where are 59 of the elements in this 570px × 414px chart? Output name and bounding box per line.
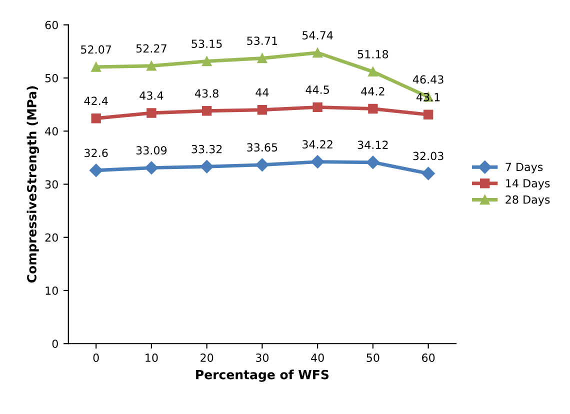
point xyxy=(256,158,269,172)
point xyxy=(368,66,378,77)
point xyxy=(202,106,212,116)
y-tick-label: 40 xyxy=(45,127,58,136)
x-tick-label: 30 xyxy=(256,354,269,362)
y-tick-label: 60 xyxy=(45,20,58,30)
point xyxy=(422,166,435,180)
y-tick-label: 10 xyxy=(46,286,58,295)
x-tick-label: 0 xyxy=(93,354,99,362)
legend-label: 28 Days xyxy=(506,195,550,206)
y-tick-label: 20 xyxy=(45,233,58,242)
point xyxy=(312,48,322,58)
data-label: 51.18 xyxy=(358,50,388,58)
point xyxy=(91,113,101,124)
point xyxy=(91,62,101,72)
data-label: 33.09 xyxy=(136,146,167,155)
data-label: 43.4 xyxy=(140,91,164,100)
data-label: 44 xyxy=(256,88,269,96)
x-tick-label: 60 xyxy=(422,354,435,362)
point xyxy=(146,61,156,71)
point xyxy=(423,110,434,120)
y-tick-label: 0 xyxy=(52,340,58,348)
data-label: 52.27 xyxy=(136,44,166,53)
data-label: 43.8 xyxy=(195,89,218,98)
point xyxy=(202,56,212,66)
x-axis-title: Percentage of WFS xyxy=(196,370,329,382)
data-label: 46.43 xyxy=(412,75,444,84)
y-tick-label: 30 xyxy=(45,180,58,189)
data-label: 53.71 xyxy=(247,36,278,45)
data-label: 33.65 xyxy=(247,143,278,152)
point xyxy=(257,104,268,115)
data-label: 52.07 xyxy=(81,45,112,54)
x-tick-label: 20 xyxy=(200,354,214,362)
point xyxy=(257,53,268,64)
point xyxy=(368,104,378,114)
data-label: 44.2 xyxy=(361,87,384,96)
data-label: 33.32 xyxy=(192,144,222,154)
point xyxy=(366,156,380,169)
legend-label: 14 Days xyxy=(506,179,550,190)
data-label: 44.5 xyxy=(306,86,329,94)
data-label: 34.22 xyxy=(302,140,332,149)
point xyxy=(146,108,156,118)
legend-label: 7 Days xyxy=(506,162,543,174)
data-label: 32.6 xyxy=(84,148,108,158)
data-label: 54.74 xyxy=(302,31,333,40)
x-tick-label: 50 xyxy=(366,354,380,362)
point xyxy=(144,161,158,174)
data-label: 42.4 xyxy=(84,96,108,105)
x-tick-label: 40 xyxy=(311,354,324,362)
x-tick-label: 10 xyxy=(146,354,158,362)
point xyxy=(200,160,214,174)
y-axis-title: CompressiveStrength (MPa) xyxy=(26,86,39,283)
point xyxy=(90,164,103,178)
point xyxy=(310,155,324,168)
data-label: 32.03 xyxy=(413,152,444,160)
point xyxy=(312,102,322,112)
data-label: 34.12 xyxy=(358,140,388,150)
y-tick-label: 50 xyxy=(45,74,58,82)
data-label: 53.15 xyxy=(192,40,222,48)
